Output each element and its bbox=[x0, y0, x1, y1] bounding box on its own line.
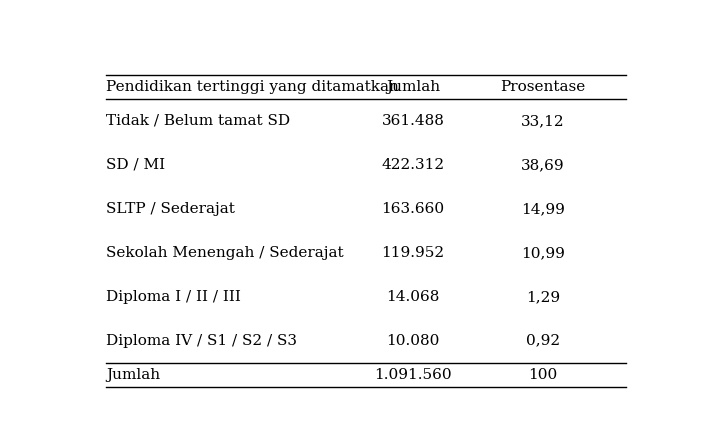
Text: 1,29: 1,29 bbox=[526, 290, 560, 304]
Text: 361.488: 361.488 bbox=[381, 114, 444, 128]
Text: 163.660: 163.660 bbox=[381, 202, 445, 216]
Text: 422.312: 422.312 bbox=[381, 158, 445, 172]
Text: Pendidikan tertinggi yang ditamatkan: Pendidikan tertinggi yang ditamatkan bbox=[106, 80, 398, 94]
Text: 33,12: 33,12 bbox=[521, 114, 565, 128]
Text: Prosentase: Prosentase bbox=[501, 80, 585, 94]
Text: Diploma IV / S1 / S2 / S3: Diploma IV / S1 / S2 / S3 bbox=[106, 334, 297, 348]
Text: 10.080: 10.080 bbox=[386, 334, 440, 348]
Text: Jumlah: Jumlah bbox=[106, 368, 160, 381]
Text: 119.952: 119.952 bbox=[381, 246, 445, 260]
Text: 10,99: 10,99 bbox=[521, 246, 565, 260]
Text: Diploma I / II / III: Diploma I / II / III bbox=[106, 290, 241, 304]
Text: 38,69: 38,69 bbox=[521, 158, 565, 172]
Text: 1.091.560: 1.091.560 bbox=[374, 368, 452, 381]
Text: 0,92: 0,92 bbox=[526, 334, 560, 348]
Text: 100: 100 bbox=[528, 368, 558, 381]
Text: 14.068: 14.068 bbox=[386, 290, 440, 304]
Text: Tidak / Belum tamat SD: Tidak / Belum tamat SD bbox=[106, 114, 290, 128]
Text: SD / MI: SD / MI bbox=[106, 158, 165, 172]
Text: SLTP / Sederajat: SLTP / Sederajat bbox=[106, 202, 235, 216]
Text: Sekolah Menengah / Sederajat: Sekolah Menengah / Sederajat bbox=[106, 246, 343, 260]
Text: 14,99: 14,99 bbox=[521, 202, 565, 216]
Text: Jumlah: Jumlah bbox=[386, 80, 440, 94]
